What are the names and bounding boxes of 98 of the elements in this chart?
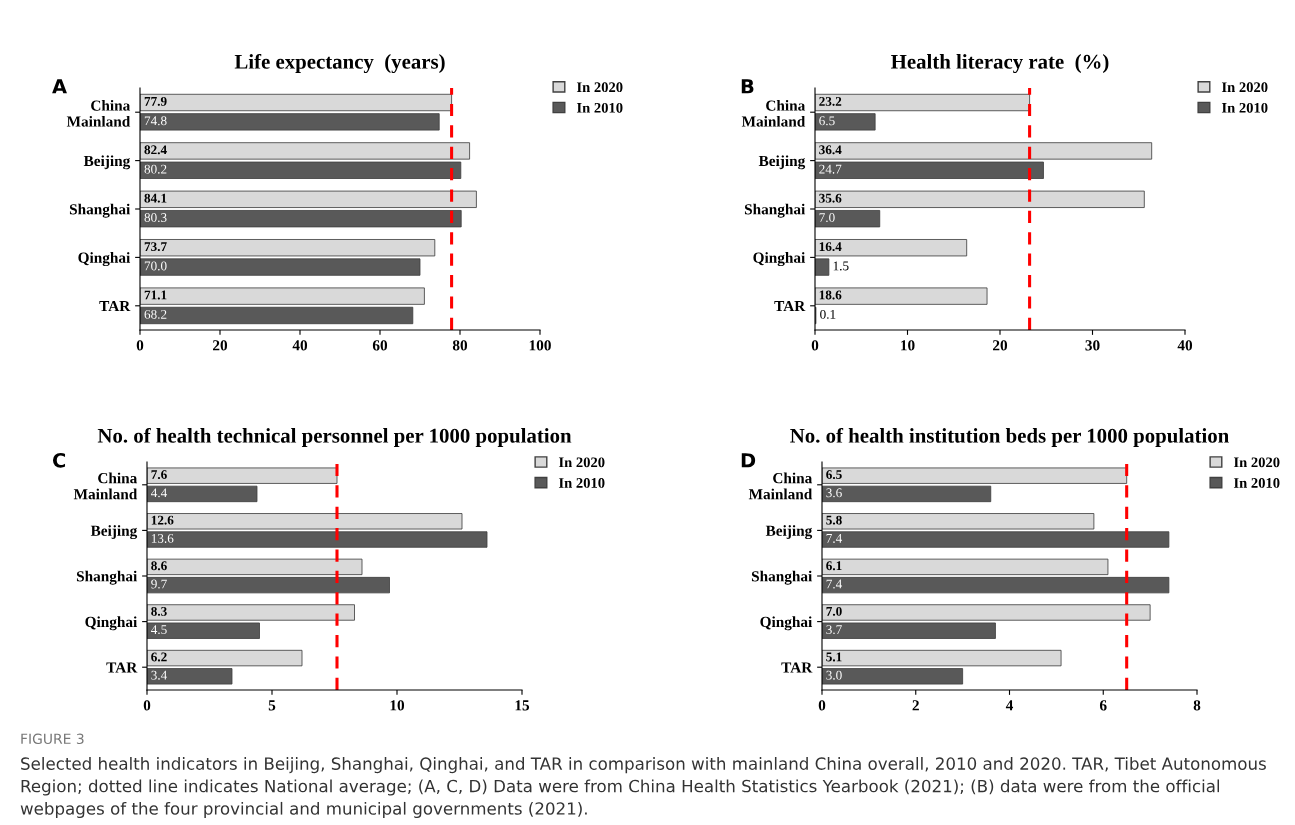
y-tick-label: Beijing: [83, 155, 131, 170]
data-label: 0.1: [820, 309, 836, 319]
x-tick-label: 15: [515, 700, 530, 711]
data-label: 71.1: [144, 290, 167, 300]
y-tick-label: Shanghai: [69, 203, 131, 218]
text: D: [741, 453, 756, 468]
data-label: 3.6: [826, 488, 842, 498]
x-tick-label: 0: [143, 700, 151, 711]
x-tick-label: 5: [268, 700, 276, 711]
x-tick-label: 8: [1193, 700, 1201, 711]
x-tick-label: 6: [1099, 700, 1107, 711]
x-tick-label: 10: [901, 340, 915, 351]
x-tick-label: 80: [452, 340, 468, 351]
data-label: 68.2: [144, 309, 167, 319]
x-tick-label: 2: [912, 700, 919, 711]
x-tick-label: 0: [811, 340, 819, 351]
legend-label: In 2020: [1221, 82, 1268, 93]
chart-title: Life expectancy (years): [234, 53, 445, 74]
data-label: 12.6: [151, 515, 174, 525]
data-label: 3.4: [151, 670, 168, 680]
data-label: 80.3: [144, 213, 167, 223]
data-label: 36.4: [819, 145, 842, 155]
legend-label: In 2020: [576, 82, 623, 93]
y-tick-label: TAR: [106, 662, 138, 673]
data-label: 4.5: [151, 625, 167, 635]
data-label: 9.7: [151, 579, 167, 589]
data-label: 5.1: [826, 652, 842, 662]
data-label: 6.5: [826, 470, 842, 480]
data-label: 35.6: [819, 193, 842, 203]
y-tick-label: Beijing: [90, 525, 138, 540]
data-label: 84.1: [144, 193, 167, 203]
text: C: [52, 452, 66, 468]
y-tick-label: Qinghai: [78, 252, 131, 267]
y-tick-label: Qinghai: [753, 252, 806, 267]
data-label: 6.2: [151, 652, 167, 662]
x-tick-label: 0: [136, 340, 144, 351]
x-tick-label: 100: [529, 340, 551, 351]
data-label: 16.4: [819, 242, 842, 252]
y-tick-label: Beijing: [758, 155, 806, 170]
y-tick-label: China Mainland: [748, 472, 813, 500]
x-tick-label: 10: [390, 700, 405, 711]
legend-label: In 2020: [1233, 457, 1280, 468]
y-tick-label: TAR: [781, 662, 813, 673]
x-tick-label: 4: [1005, 700, 1014, 711]
legend-label: In 2010: [576, 102, 623, 113]
data-label: 8.6: [151, 561, 167, 571]
data-label: 74.8: [144, 116, 167, 126]
data-label: 3.7: [826, 625, 842, 635]
y-tick-label: Qinghai: [85, 616, 138, 631]
legend-label: In 2020: [558, 457, 605, 468]
data-label: 7.0: [819, 213, 835, 223]
chart-title: No. of health technical personnel per 1000 population: [97, 427, 572, 447]
legend-label: In 2010: [1221, 102, 1268, 113]
data-label: 70.0: [144, 261, 167, 271]
x-tick-label: 20: [993, 340, 1008, 351]
data-label: 7.4: [826, 534, 843, 543]
x-tick-label: 30: [1085, 340, 1100, 351]
y-tick-label: Shanghai: [76, 570, 138, 585]
data-label: 23.2: [819, 96, 842, 106]
x-tick-label: 0: [818, 700, 826, 711]
x-tick-label: 60: [372, 340, 388, 351]
y-tick-label: Shanghai: [744, 203, 806, 218]
text: A: [52, 79, 67, 94]
data-label: 80.2: [144, 164, 167, 174]
data-label: 7.0: [826, 606, 842, 616]
data-label: 77.9: [144, 96, 167, 106]
y-tick-label: Shanghai: [751, 570, 813, 585]
text: Selected health indicators in Beijing, Shanghai, Qinghai, and TAR in comparison with mainland China overall, 2010 and 2020. TAR, Tibet Autonomous Region; dotted line indicates National average; (A, C, D) Data were from China Health Statistics Yearbook (2021); (B) data were from the official webpages of the four provincial and municipal governments (2021).: [20, 757, 1266, 819]
data-label: 18.6: [819, 290, 842, 300]
y-tick-label: TAR: [774, 301, 806, 312]
x-tick-label: 40: [1177, 340, 1193, 351]
data-label: 82.4: [144, 145, 167, 155]
y-tick-label: TAR: [99, 301, 131, 312]
data-label: 4.4: [151, 488, 168, 498]
data-label: 3.0: [826, 670, 842, 680]
legend-label: In 2010: [1233, 478, 1280, 488]
y-tick-label: China Mainland: [66, 99, 131, 127]
chart-title: No. of health institution beds per 1000 population: [790, 427, 1229, 447]
x-tick-label: 40: [292, 340, 308, 351]
data-label: 6.1: [826, 561, 842, 571]
data-label: 5.8: [826, 515, 842, 525]
data-label: 7.6: [151, 470, 167, 480]
chart-title: Health literacy rate (%): [891, 54, 1109, 74]
data-label: 8.3: [151, 606, 167, 616]
data-label: 73.7: [144, 242, 167, 252]
x-tick-label: 20: [213, 340, 228, 351]
y-tick-label: Qinghai: [760, 616, 813, 631]
data-label: 6.5: [819, 116, 835, 126]
legend-label: In 2010: [558, 478, 605, 488]
data-label: 13.6: [151, 533, 174, 543]
data-label: 24.7: [819, 164, 842, 174]
text: B: [741, 79, 754, 94]
data-label: 1.5: [833, 261, 849, 271]
y-tick-label: China Mainland: [73, 472, 138, 500]
y-tick-label: China Mainland: [741, 99, 806, 127]
data-label: 7.4: [826, 579, 843, 589]
y-tick-label: Beijing: [765, 525, 813, 540]
caption: FIGURE 3: [21, 733, 84, 745]
